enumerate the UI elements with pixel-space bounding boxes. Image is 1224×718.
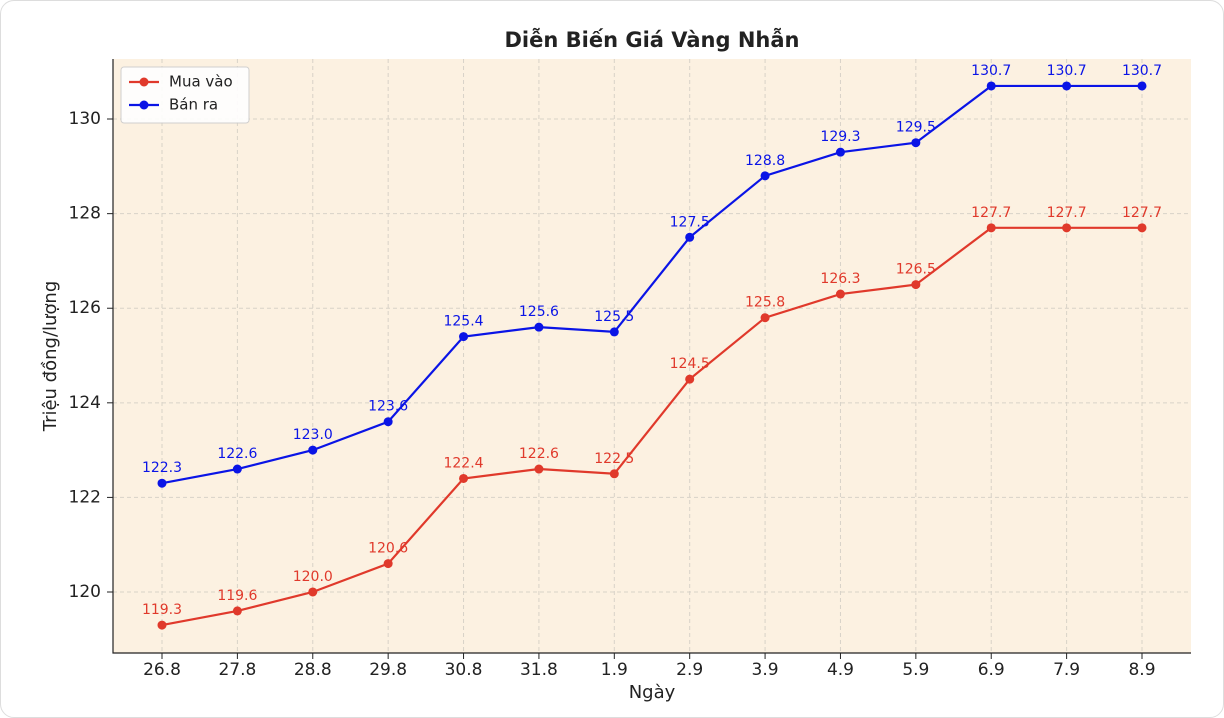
- point: [1137, 81, 1147, 91]
- point: [534, 322, 544, 332]
- point: [685, 232, 695, 242]
- x-tick-label: 3.9: [752, 660, 779, 680]
- point: [685, 374, 695, 384]
- point: [383, 417, 393, 427]
- legend-marker: [139, 100, 149, 110]
- data-label: 122.6: [217, 446, 257, 462]
- point: [1137, 223, 1147, 233]
- y-axis-label: Triệu đồng/lượng: [40, 281, 61, 433]
- point: [986, 81, 996, 91]
- point: [459, 473, 469, 483]
- data-label: 123.0: [293, 427, 333, 443]
- series-line: [161, 84, 1142, 485]
- y-tick-label: 130: [69, 109, 101, 129]
- point: [232, 464, 242, 474]
- point: [232, 606, 242, 616]
- point: [835, 147, 845, 157]
- data-label: 122.5: [594, 451, 634, 467]
- point: [157, 620, 167, 630]
- data-label: 120.0: [293, 569, 333, 585]
- data-label: 130.7: [1047, 63, 1087, 79]
- series-line: [161, 226, 1142, 627]
- data-label: 129.3: [820, 129, 860, 145]
- x-tick-label: 1.9: [601, 660, 628, 680]
- point: [459, 332, 469, 342]
- data-label: 127.7: [1047, 205, 1087, 221]
- x-axis-label: Ngày: [629, 682, 676, 703]
- point: [835, 289, 845, 299]
- data-label: 130.7: [971, 63, 1011, 79]
- data-label: 126.5: [896, 262, 936, 278]
- point: [760, 313, 770, 323]
- x-tick-label: 28.8: [294, 660, 332, 680]
- point: [1062, 81, 1072, 91]
- data-label: 122.6: [519, 446, 559, 462]
- point: [911, 138, 921, 148]
- data-label: 128.8: [745, 153, 785, 169]
- data-label: 126.3: [820, 271, 860, 287]
- x-tick-label: 2.9: [676, 660, 703, 680]
- point: [308, 445, 318, 455]
- x-tick-label: 6.9: [978, 660, 1005, 680]
- point: [1062, 223, 1072, 233]
- point: [308, 587, 318, 597]
- data-label: 122.4: [443, 455, 483, 471]
- data-label: 119.3: [142, 602, 182, 618]
- point: [609, 469, 619, 479]
- x-tick-label: 30.8: [445, 660, 483, 680]
- legend-marker: [139, 77, 149, 87]
- point: [911, 280, 921, 290]
- data-label: 125.5: [594, 309, 634, 325]
- legend-label: Bán ra: [169, 96, 218, 114]
- data-label: 125.4: [443, 314, 483, 330]
- data-label: 130.7: [1122, 63, 1162, 79]
- y-tick-label: 124: [69, 393, 101, 413]
- x-tick-label: 7.9: [1053, 660, 1080, 680]
- point: [383, 559, 393, 569]
- y-tick-label: 128: [69, 204, 101, 224]
- x-tick-label: 8.9: [1128, 660, 1155, 680]
- data-label: 125.8: [745, 295, 785, 311]
- x-tick-label: 5.9: [902, 660, 929, 680]
- x-tick-label: 27.8: [218, 660, 256, 680]
- point: [986, 223, 996, 233]
- y-tick-label: 120: [69, 582, 101, 602]
- data-label: 127.7: [1122, 205, 1162, 221]
- data-label: 129.5: [896, 120, 936, 136]
- y-tick-label: 126: [69, 298, 101, 318]
- data-label: 122.3: [142, 460, 182, 476]
- data-label: 125.6: [519, 304, 559, 320]
- data-label: 124.5: [670, 356, 710, 372]
- x-tick-label: 26.8: [143, 660, 181, 680]
- point: [157, 478, 167, 488]
- data-label: 127.5: [670, 214, 710, 230]
- point: [760, 171, 770, 181]
- chart-title: Diễn Biến Giá Vàng Nhẫn: [505, 28, 800, 52]
- plot-area: [113, 59, 1191, 653]
- x-tick-label: 4.9: [827, 660, 854, 680]
- y-tick-label: 122: [69, 487, 101, 507]
- point: [534, 464, 544, 474]
- data-label: 127.7: [971, 205, 1011, 221]
- x-tick-label: 29.8: [369, 660, 407, 680]
- x-tick-label: 31.8: [520, 660, 558, 680]
- data-label: 119.6: [217, 588, 257, 604]
- legend-label: Mua vào: [169, 73, 233, 91]
- point: [609, 327, 619, 337]
- data-label: 123.6: [368, 399, 408, 415]
- axis-frame: [112, 59, 1191, 654]
- data-label: 120.6: [368, 541, 408, 557]
